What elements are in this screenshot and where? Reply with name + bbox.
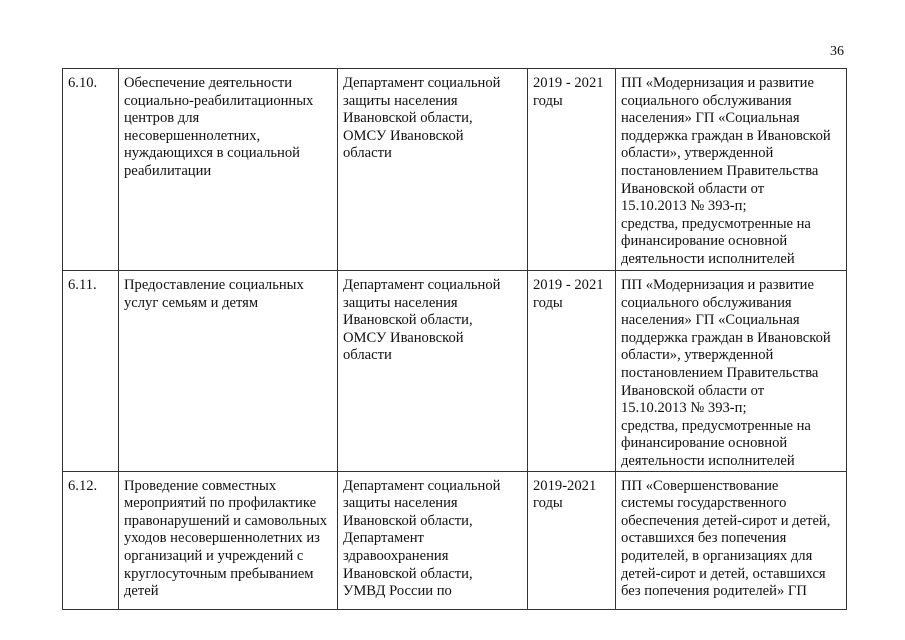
text-line: деятельности исполнителей — [621, 452, 795, 469]
text-line: УМВД России по — [343, 583, 452, 600]
text-line: годы — [533, 294, 563, 311]
text-line: нуждающихся в социальной — [124, 145, 300, 162]
text-line: социального обслуживания — [621, 92, 792, 109]
text-line: постановлением Правительства — [621, 162, 819, 179]
measures-table: 6.10. Обеспечение деятельности социально-р… — [62, 68, 847, 610]
text-line: ОМСУ Ивановской — [343, 127, 464, 144]
funding-cell: ПП «Модернизация и развитие социального о… — [615, 68, 847, 271]
table-row: 6.10. Обеспечение деятельности социально-р… — [62, 68, 847, 271]
period-cell: 2019 - 2021 годы — [527, 68, 616, 271]
table-row: 6.12. Проведение совместных мероприятий по… — [62, 470, 847, 610]
text-line: 2019-2021 — [533, 477, 597, 494]
text-line: области — [343, 145, 392, 162]
item-number: 6.12. — [62, 470, 119, 610]
text-line: оставшихся без попечения — [621, 530, 787, 547]
text-line: Ивановской области, — [343, 312, 473, 329]
text-line: здравоохранения — [343, 547, 449, 564]
text-line: населения» ГП «Социальная — [621, 110, 800, 127]
text-line: Ивановской области от — [621, 180, 765, 197]
text-line: Обеспечение деятельности — [124, 75, 293, 91]
executor-cell: Департамент социальной защиты населения Ив… — [337, 270, 528, 472]
measure-cell: Предоставление социальных услуг семьям и … — [118, 270, 338, 472]
text-line: детей — [124, 583, 159, 600]
text-line: организаций и учреждений с — [124, 547, 304, 564]
text-line: услуг семьям и детям — [124, 294, 259, 311]
text-line: защиты населения — [343, 495, 458, 512]
text-line: детей-сирот и детей, оставшихся — [621, 565, 826, 582]
text-line: правонарушений и самовольных — [124, 512, 328, 529]
page-number: 36 — [830, 44, 844, 59]
text-line: 2019 - 2021 — [533, 277, 604, 293]
text-line: поддержка граждан в Ивановской — [621, 127, 831, 144]
text-line: несовершеннолетних, — [124, 127, 261, 144]
text-line: средства, предусмотренные на — [621, 417, 811, 434]
text-line: области», утвержденной — [621, 145, 774, 162]
text-line: социально-реабилитационных — [124, 92, 314, 109]
text-line: деятельности исполнителей — [621, 250, 795, 267]
item-number: 6.11. — [62, 270, 119, 472]
text-line: финансирование основной — [621, 435, 788, 452]
item-number: 6.10. — [62, 68, 119, 271]
text-line: ПП «Совершенствование — [621, 477, 779, 494]
text-line: круглосуточным пребыванием — [124, 565, 314, 582]
text-line: Департамент социальной — [343, 277, 501, 293]
text-line: Ивановской области от — [621, 382, 765, 399]
measure-cell: Проведение совместных мероприятий по проф… — [118, 470, 338, 610]
text-line: финансирование основной — [621, 233, 788, 250]
text-line: постановлением Правительства — [621, 364, 819, 381]
text-line: реабилитации — [124, 162, 212, 179]
table-row: 6.11. Предоставление социальных услуг семь… — [62, 270, 847, 472]
funding-cell: ПП «Совершенствование системы государстве… — [615, 470, 847, 610]
text-line: ОМСУ Ивановской — [343, 329, 464, 346]
period-cell: 2019 - 2021 годы — [527, 270, 616, 472]
text-line: защиты населения — [343, 294, 458, 311]
period-cell: 2019-2021 годы — [527, 470, 616, 610]
text-line: системы государственного — [621, 495, 787, 512]
text-line: Департамент социальной — [343, 477, 501, 494]
funding-cell: ПП «Модернизация и развитие социального о… — [615, 270, 847, 472]
measure-cell: Обеспечение деятельности социально-реабил… — [118, 68, 338, 271]
text-line: годы — [533, 92, 563, 109]
text-line: ПП «Модернизация и развитие — [621, 75, 814, 91]
text-line: области», утвержденной — [621, 347, 774, 364]
text-line: центров для — [124, 110, 200, 127]
text-line: Ивановской области, — [343, 110, 473, 127]
text-line: Департамент социальной — [343, 75, 501, 91]
executor-cell: Департамент социальной защиты населения Ив… — [337, 68, 528, 271]
text-line: Проведение совместных — [124, 477, 277, 494]
text-line: средства, предусмотренные на — [621, 215, 811, 232]
text-line: населения» ГП «Социальная — [621, 312, 800, 329]
text-line: Ивановской области, — [343, 512, 473, 529]
text-line: 2019 - 2021 — [533, 75, 604, 91]
text-line: без попечения родителей» ГП — [621, 583, 807, 600]
text-line: поддержка граждан в Ивановской — [621, 329, 831, 346]
text-line: социального обслуживания — [621, 294, 792, 311]
text-line: защиты населения — [343, 92, 458, 109]
executor-cell: Департамент социальной защиты населения Ив… — [337, 470, 528, 610]
text-line: области — [343, 347, 392, 364]
text-line: ПП «Модернизация и развитие — [621, 277, 814, 293]
text-line: обеспечения детей-сирот и детей, — [621, 512, 831, 529]
text-line: годы — [533, 495, 563, 512]
text-line: Ивановской области, — [343, 565, 473, 582]
text-line: 15.10.2013 № 393-п; — [621, 400, 747, 417]
text-line: Департамент — [343, 530, 424, 547]
text-line: мероприятий по профилактике — [124, 495, 317, 512]
text-line: родителей, в организациях для — [621, 547, 813, 564]
text-line: Предоставление социальных — [124, 277, 304, 293]
text-line: уходов несовершеннолетних из — [124, 530, 320, 547]
text-line: 15.10.2013 № 393-п; — [621, 198, 747, 215]
